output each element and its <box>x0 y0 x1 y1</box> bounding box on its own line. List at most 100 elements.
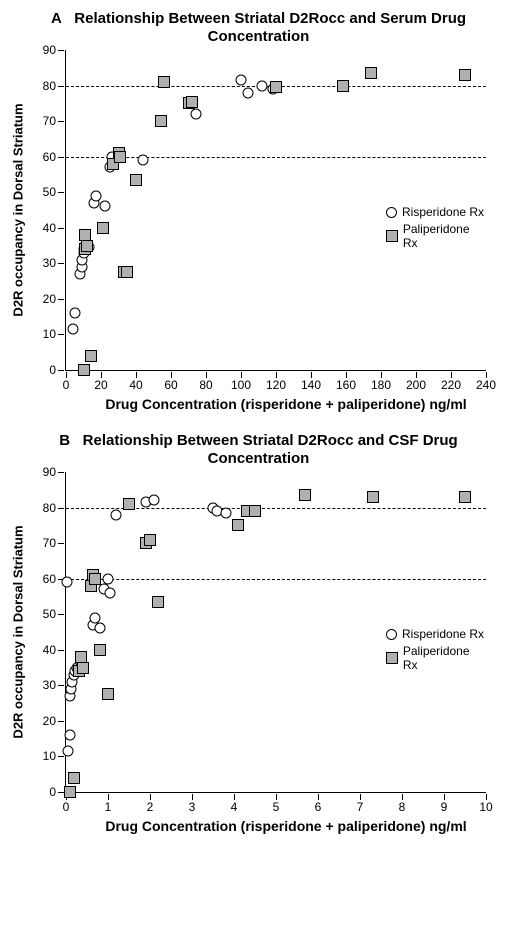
chart-b-title: B Relationship Between Striatal D2Rocc a… <box>10 432 507 468</box>
paliperidone-point <box>94 644 106 656</box>
paliperidone-point <box>121 266 133 278</box>
paliperidone-point <box>152 596 164 608</box>
chart-b-title-line2: Concentration <box>208 450 310 467</box>
panel-label-b: B <box>59 432 70 449</box>
paliperidone-point <box>114 151 126 163</box>
risperidone-point <box>63 746 74 757</box>
paliperidone-point <box>64 786 76 798</box>
paliperidone-point <box>89 573 101 585</box>
paliperidone-point <box>367 491 379 503</box>
risperidone-point <box>99 201 110 212</box>
risperidone-point <box>111 509 122 520</box>
x-tick-label: 140 <box>301 378 321 392</box>
y-tick <box>58 472 64 473</box>
chart-a-title: A Relationship Between Striatal D2Rocc a… <box>10 10 507 46</box>
y-tick-label: 70 <box>31 536 56 550</box>
y-tick-label: 90 <box>31 43 56 57</box>
y-tick <box>58 192 64 193</box>
plot-area-a: D2R occupancy in Dorsal Striatum 0102030… <box>65 50 486 371</box>
x-tick-label: 200 <box>406 378 426 392</box>
y-tick <box>58 228 64 229</box>
legend-square-icon <box>386 230 398 242</box>
x-tick-label: 0 <box>63 800 70 814</box>
y-tick <box>58 50 64 51</box>
paliperidone-point <box>130 174 142 186</box>
x-tick-label: 160 <box>336 378 356 392</box>
x-tick-label: 9 <box>441 800 448 814</box>
x-tick-label: 80 <box>199 378 212 392</box>
paliperidone-point <box>77 662 89 674</box>
paliperidone-point <box>365 67 377 79</box>
paliperidone-point <box>102 688 114 700</box>
y-tick <box>58 543 64 544</box>
paliperidone-point <box>270 81 282 93</box>
y-tick <box>58 334 64 335</box>
y-tick <box>58 86 64 87</box>
y-tick <box>58 370 64 371</box>
risperidone-point <box>190 109 201 120</box>
paliperidone-point <box>459 69 471 81</box>
legend-item: Risperidone Rx <box>386 627 486 641</box>
y-tick-label: 20 <box>31 714 56 728</box>
y-tick-label: 40 <box>31 221 56 235</box>
reference-line <box>66 579 486 580</box>
y-tick <box>58 614 64 615</box>
risperidone-point <box>90 190 101 201</box>
x-tick-label: 10 <box>479 800 492 814</box>
chart-b-title-line1: Relationship Between Striatal D2Rocc and… <box>83 432 458 449</box>
paliperidone-point <box>144 534 156 546</box>
x-tick-label: 0 <box>63 378 70 392</box>
x-tick-label: 220 <box>441 378 461 392</box>
y-tick-label: 10 <box>31 749 56 763</box>
legend-label: Risperidone Rx <box>402 205 484 219</box>
risperidone-point <box>236 75 247 86</box>
y-tick <box>58 157 64 158</box>
x-tick-label: 2 <box>147 800 154 814</box>
paliperidone-point <box>155 115 167 127</box>
x-tick-label: 4 <box>231 800 238 814</box>
y-tick <box>58 756 64 757</box>
paliperidone-point <box>232 519 244 531</box>
paliperidone-point <box>337 80 349 92</box>
legend-label: Paliperidone Rx <box>403 222 486 250</box>
paliperidone-point <box>78 364 90 376</box>
x-tick-label: 3 <box>189 800 196 814</box>
paliperidone-point <box>459 491 471 503</box>
risperidone-point <box>220 507 231 518</box>
y-tick-label: 20 <box>31 292 56 306</box>
x-tick-label: 60 <box>164 378 177 392</box>
y-tick-label: 50 <box>31 185 56 199</box>
risperidone-point <box>68 324 79 335</box>
chart-a-title-line1: Relationship Between Striatal D2Rocc and… <box>74 10 466 27</box>
risperidone-point <box>105 587 116 598</box>
y-tick-label: 10 <box>31 327 56 341</box>
y-tick-label: 60 <box>31 150 56 164</box>
legend-item: Paliperidone Rx <box>386 222 486 250</box>
legend-circle-icon <box>386 629 397 640</box>
paliperidone-point <box>81 240 93 252</box>
risperidone-point <box>103 573 114 584</box>
x-tick-label: 40 <box>129 378 142 392</box>
y-tick-label: 30 <box>31 256 56 270</box>
y-tick <box>58 792 64 793</box>
ylabel-b: D2R occupancy in Dorsal Striatum <box>11 525 26 738</box>
x-tick-label: 5 <box>273 800 280 814</box>
x-tick-label: 8 <box>399 800 406 814</box>
y-tick-label: 30 <box>31 678 56 692</box>
legend: Risperidone RxPaliperidone Rx <box>386 627 486 675</box>
chart-a: A Relationship Between Striatal D2Rocc a… <box>10 10 507 412</box>
y-tick-label: 50 <box>31 607 56 621</box>
y-tick-label: 80 <box>31 79 56 93</box>
paliperidone-point <box>249 505 261 517</box>
legend-circle-icon <box>386 207 397 218</box>
x-tick-label: 6 <box>315 800 322 814</box>
y-tick-label: 0 <box>31 363 56 377</box>
risperidone-point <box>65 730 76 741</box>
risperidone-point <box>138 155 149 166</box>
risperidone-point <box>61 577 72 588</box>
y-tick <box>58 721 64 722</box>
y-tick <box>58 650 64 651</box>
y-tick-label: 70 <box>31 114 56 128</box>
risperidone-point <box>243 87 254 98</box>
y-tick-label: 80 <box>31 501 56 515</box>
